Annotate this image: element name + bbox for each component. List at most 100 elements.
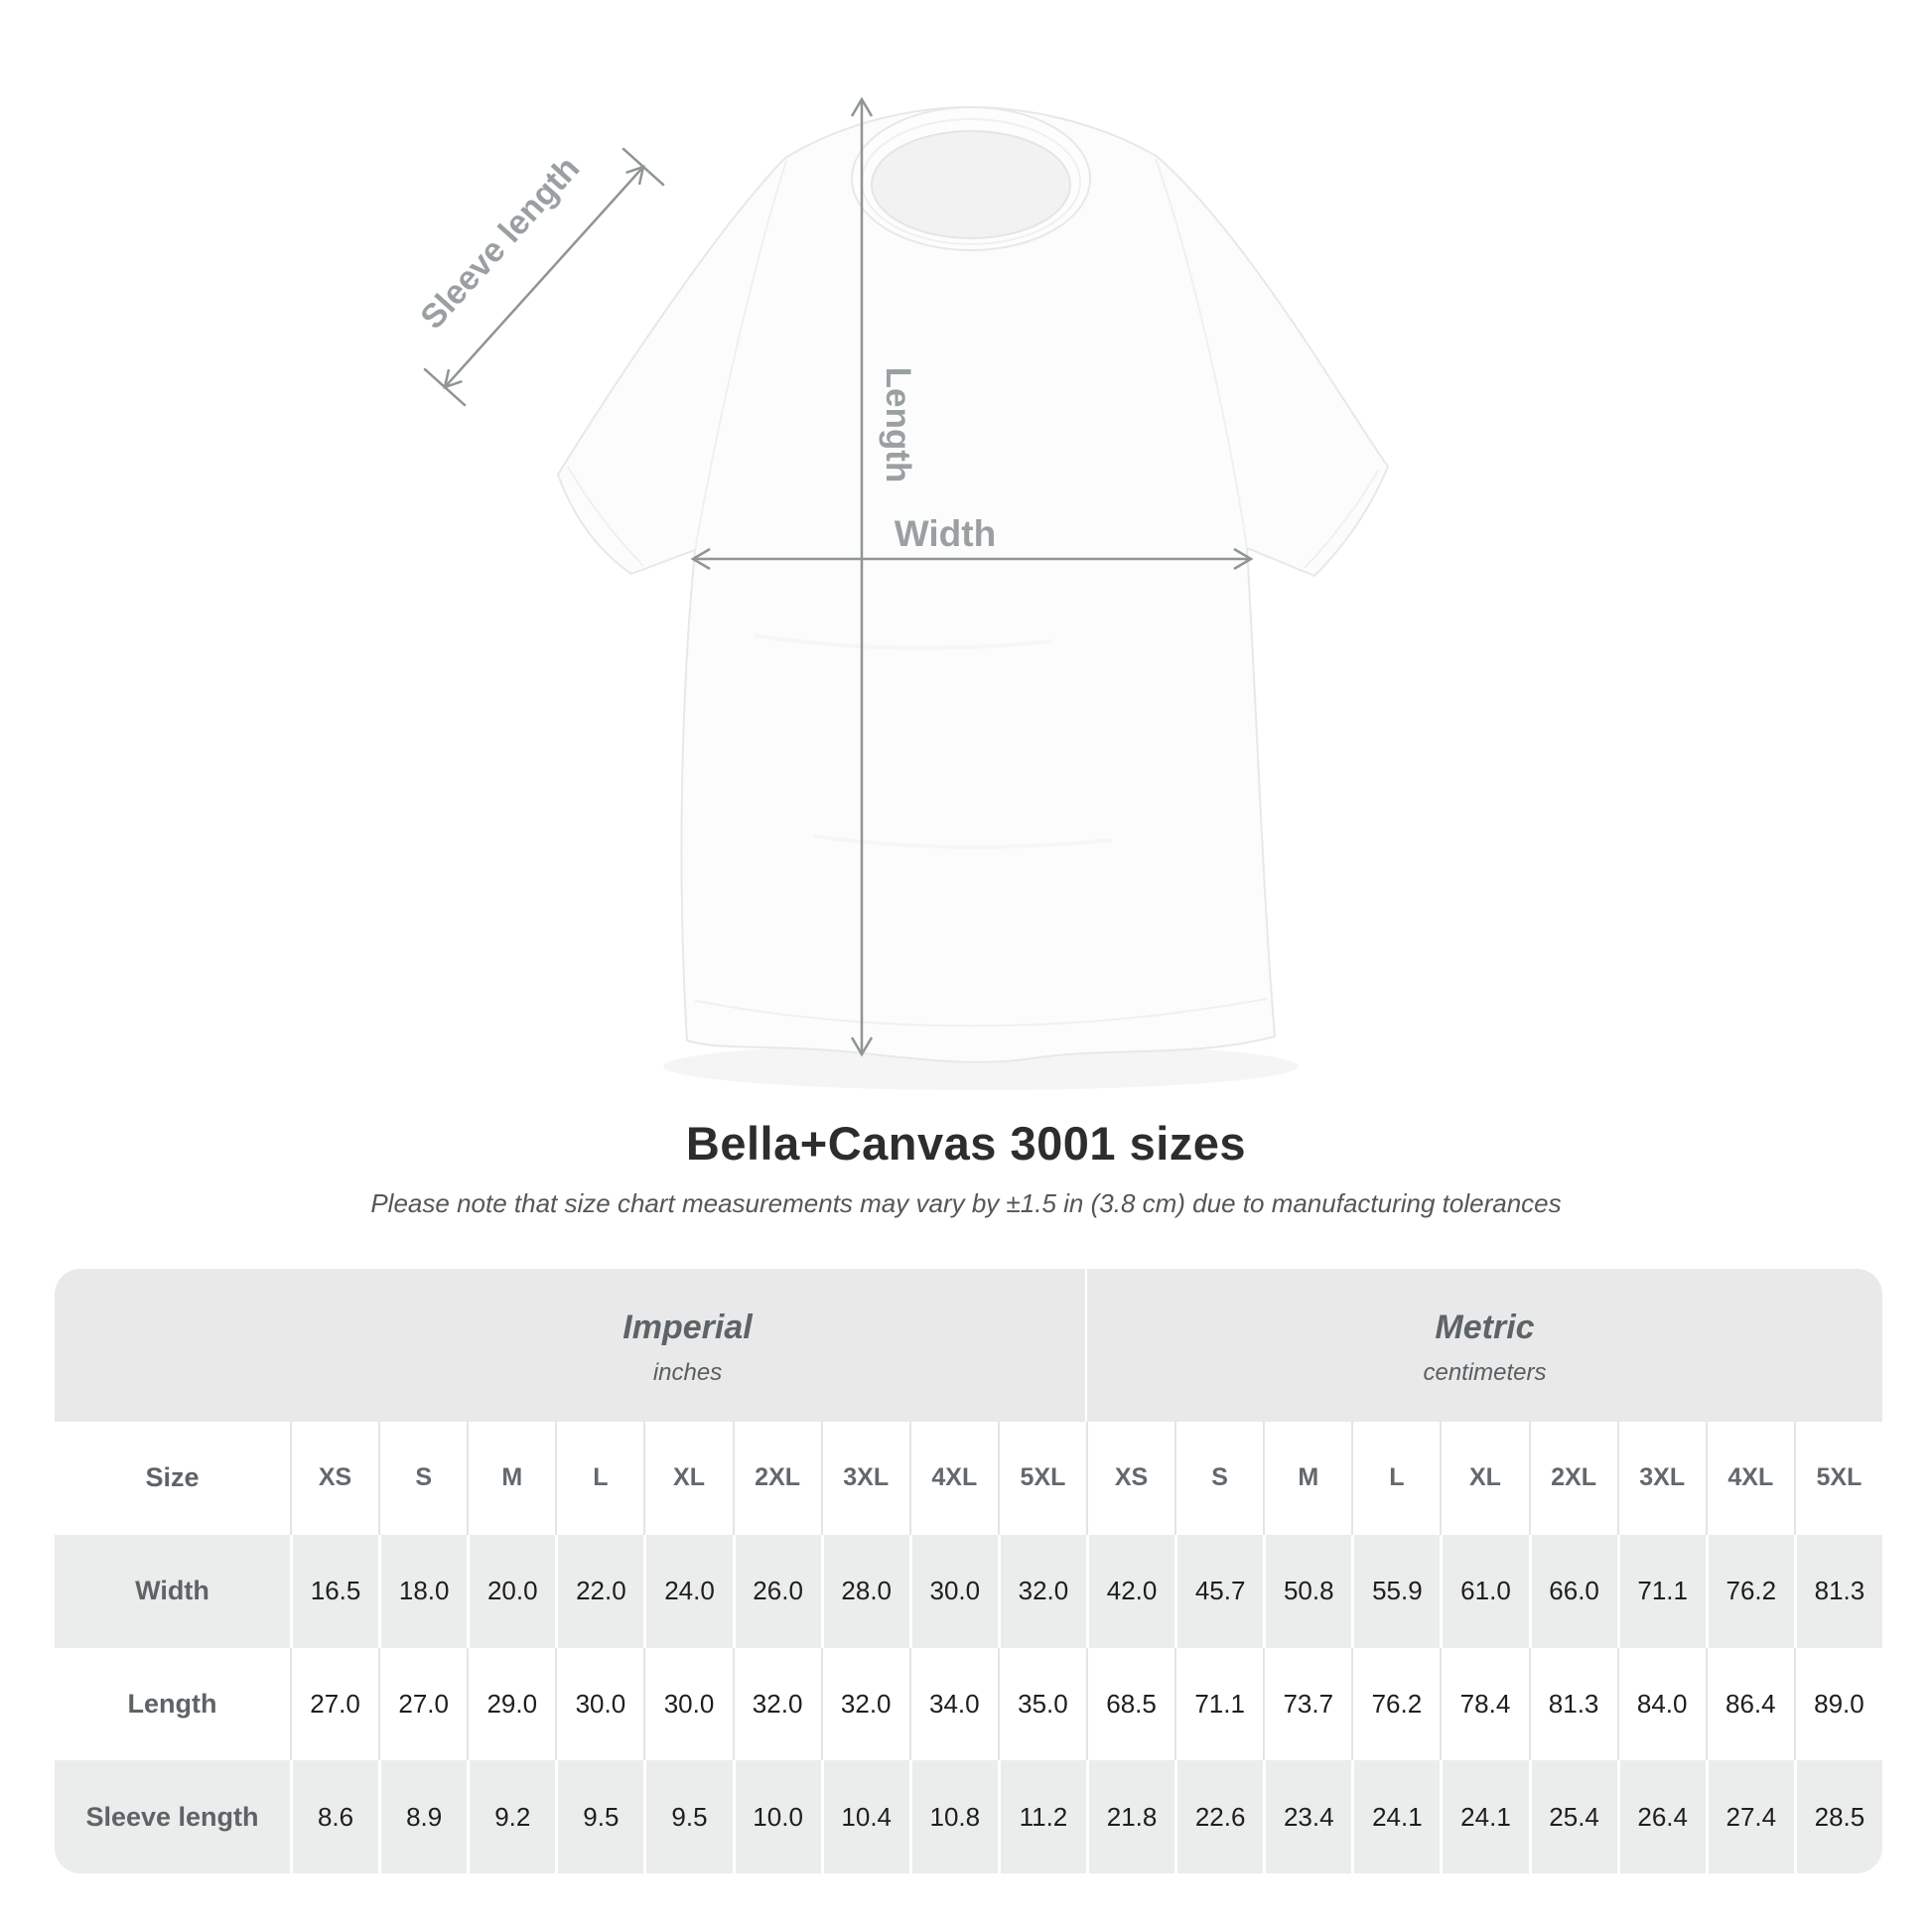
metric-size-header: 3XL: [1619, 1422, 1708, 1535]
imperial-value-cell: 22.0: [558, 1534, 647, 1648]
imperial-size-header: L: [557, 1422, 646, 1535]
imperial-value-cell: 20.0: [470, 1534, 559, 1648]
imperial-value-cell: 8.6: [293, 1760, 382, 1873]
imperial-size-header: XL: [645, 1422, 735, 1535]
metric-value-cell: 45.7: [1177, 1534, 1267, 1648]
metric-value-cell: 27.4: [1709, 1760, 1797, 1873]
size-corner-label: Size: [55, 1422, 292, 1535]
length-arrow: [850, 96, 874, 1057]
imperial-value-cell: 8.9: [381, 1760, 471, 1873]
neck-opening: [871, 130, 1071, 239]
band-spacer: [55, 1269, 290, 1422]
sleeve-length-label: Sleeve length: [413, 149, 587, 336]
measurement-row: Length 27.0 27.0 29.0 30.0 30.0 32.0 32.0 34.0 35…: [55, 1647, 1882, 1761]
metric-value-cell: 76.2: [1353, 1647, 1443, 1761]
metric-value-cell: 84.0: [1619, 1647, 1708, 1761]
measurement-row: Sleeve length 8.6 8.9 9.2 9.5 9.5 10.0 10.4 10.8…: [55, 1760, 1882, 1873]
row-label: Sleeve length: [55, 1760, 293, 1873]
imperial-value-cell: 10.0: [736, 1760, 824, 1873]
imperial-value-cell: 30.0: [912, 1534, 1001, 1648]
imperial-value-cell: 27.0: [292, 1647, 381, 1761]
imperial-value-cell: 26.0: [736, 1534, 824, 1648]
metric-value-cell: 50.8: [1266, 1534, 1355, 1648]
imperial-size-header: 3XL: [823, 1422, 911, 1535]
size-table: Imperial inches Metric centimeters Size X…: [55, 1269, 1882, 1873]
imperial-size-header: 5XL: [1000, 1422, 1088, 1535]
metric-section-header: Metric centimeters: [1085, 1269, 1882, 1422]
metric-value-cell: 25.4: [1532, 1760, 1620, 1873]
metric-value-cell: 21.8: [1089, 1760, 1178, 1873]
metric-value-cell: 24.1: [1443, 1760, 1532, 1873]
metric-size-header: XS: [1088, 1422, 1177, 1535]
metric-value-cell: 78.4: [1442, 1647, 1531, 1761]
sleeve-length-arrow: [423, 147, 665, 407]
metric-value-cell: 61.0: [1443, 1534, 1532, 1648]
page-subtitle: Please note that size chart measurements…: [370, 1188, 1562, 1218]
tshirt-seam-lines: [567, 158, 1379, 1028]
metric-size-header: 4XL: [1708, 1422, 1796, 1535]
metric-value-cell: 26.4: [1620, 1760, 1709, 1873]
imperial-value-cell: 10.4: [824, 1760, 912, 1873]
imperial-value-cell: 28.0: [824, 1534, 912, 1648]
imperial-value-cell: 9.5: [646, 1760, 736, 1873]
imperial-value-cell: 9.5: [558, 1760, 647, 1873]
imperial-value-cell: 9.2: [470, 1760, 559, 1873]
tshirt-wrinkle-lines: [754, 633, 1113, 850]
imperial-value-cell: 30.0: [645, 1647, 735, 1761]
page-title: Bella+Canvas 3001 sizes: [685, 1117, 1247, 1170]
imperial-value-cell: 27.0: [380, 1647, 470, 1761]
imperial-size-header: XS: [292, 1422, 381, 1535]
metric-value-cell: 55.9: [1354, 1534, 1444, 1648]
metric-unit: centimeters: [1423, 1358, 1547, 1386]
shirt-shadow: [663, 1042, 1299, 1090]
imperial-value-cell: 32.0: [735, 1647, 823, 1761]
imperial-value-cell: 32.0: [1001, 1534, 1089, 1648]
size-table-grid: Size XS S M L XL 2XL 3XL 4XL 5XL XS S M L XL 2XL 3XL 4XL 5…: [55, 1422, 1882, 1873]
row-label: Length: [55, 1647, 292, 1761]
metric-value-cell: 66.0: [1532, 1534, 1620, 1648]
imperial-title: Imperial: [622, 1308, 753, 1346]
width-label: Width: [895, 513, 996, 554]
metric-value-cell: 28.5: [1814, 1801, 1865, 1832]
metric-value-cell: 42.0: [1089, 1534, 1178, 1648]
metric-value-cell: 81.3: [1531, 1647, 1619, 1761]
row-label: Width: [55, 1534, 293, 1648]
tshirt-measurement-diagram: Sleeve length Length Width: [413, 96, 1390, 1090]
length-label: Length: [879, 367, 917, 483]
imperial-value-cell: 11.2: [1001, 1760, 1089, 1873]
metric-value-cell: 89.0: [1814, 1688, 1864, 1719]
imperial-value-cell: 16.5: [293, 1534, 382, 1648]
imperial-value-cell: 24.0: [646, 1534, 736, 1648]
imperial-value-cell: 30.0: [557, 1647, 646, 1761]
imperial-value-cell: 32.0: [823, 1647, 911, 1761]
unit-system-header-band: Imperial inches Metric centimeters: [55, 1269, 1882, 1422]
metric-value-cell: 24.1: [1354, 1760, 1444, 1873]
tshirt-body-shape: [556, 105, 1390, 1063]
imperial-value-cell: 10.8: [912, 1760, 1001, 1873]
metric-value-cell: 22.6: [1177, 1760, 1267, 1873]
size-header-row: Size XS S M L XL 2XL 3XL 4XL 5XL XS S M L XL 2XL 3XL 4XL 5…: [55, 1422, 1882, 1535]
metric-value-cell: 71.1: [1620, 1534, 1709, 1648]
imperial-value-cell: 35.0: [1000, 1647, 1088, 1761]
metric-size-header: S: [1176, 1422, 1266, 1535]
metric-value-cell: 76.2: [1709, 1534, 1797, 1648]
imperial-size-header: 4XL: [911, 1422, 1000, 1535]
imperial-value-cell: 18.0: [381, 1534, 471, 1648]
measurement-row: Width 16.5 18.0 20.0 22.0 24.0 26.0 28.0 30.0 32.…: [55, 1534, 1882, 1648]
imperial-size-header: S: [380, 1422, 470, 1535]
metric-value-cell: 86.4: [1708, 1647, 1796, 1761]
metric-size-header: XL: [1442, 1422, 1531, 1535]
metric-title: Metric: [1435, 1308, 1535, 1346]
imperial-unit: inches: [652, 1358, 723, 1386]
imperial-section-header: Imperial inches: [290, 1269, 1085, 1422]
imperial-value-cell: 29.0: [469, 1647, 558, 1761]
metric-value-cell: 73.7: [1265, 1647, 1354, 1761]
metric-value-cell: 71.1: [1176, 1647, 1266, 1761]
metric-size-header: M: [1265, 1422, 1354, 1535]
metric-size-header: L: [1353, 1422, 1443, 1535]
metric-size-header: 2XL: [1531, 1422, 1619, 1535]
metric-size-header: 5XL: [1816, 1463, 1863, 1492]
metric-value-cell: 81.3: [1814, 1576, 1865, 1606]
heading-block: Bella+Canvas 3001 sizes Please note that…: [0, 1116, 1932, 1219]
